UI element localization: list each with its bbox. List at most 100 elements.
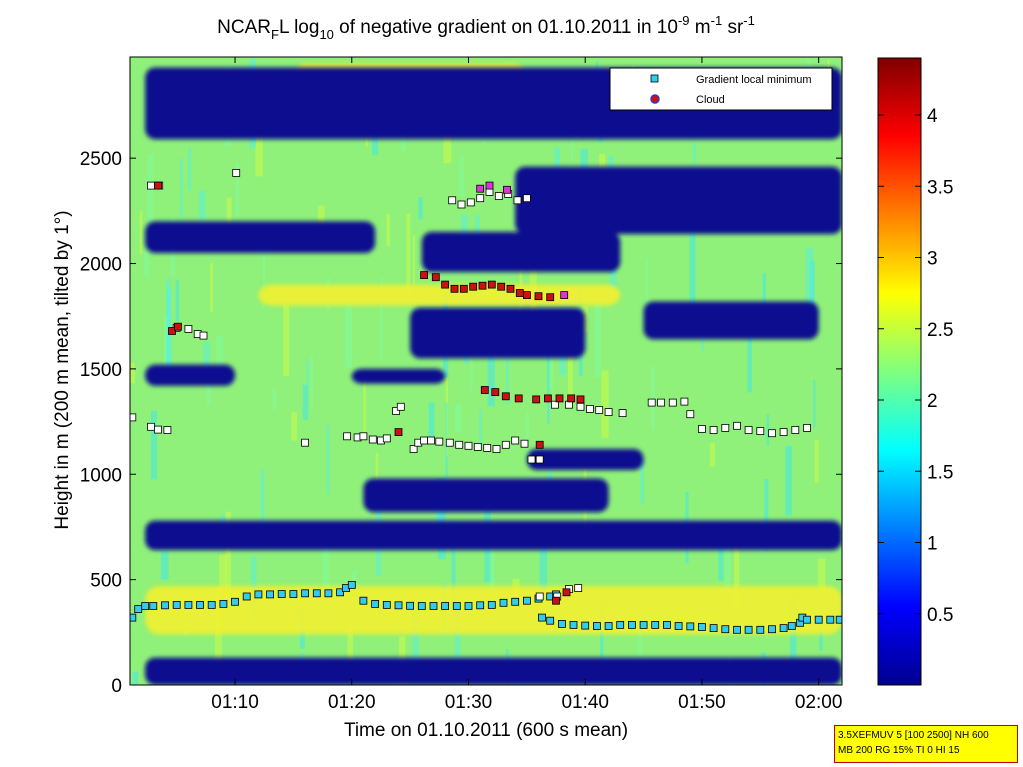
x-tick-label: 01:50	[678, 692, 726, 713]
legend-box	[609, 67, 833, 111]
data-point	[698, 623, 706, 631]
data-point	[277, 590, 286, 598]
settings-info-box: 3.5XEFMUV 5 [100 2500] NH 600 MB 200 RG …	[834, 725, 1018, 763]
texture-streak	[571, 119, 574, 161]
texture-streak	[709, 442, 716, 467]
data-point	[301, 438, 310, 447]
data-point	[130, 413, 137, 422]
texture-streak	[206, 368, 211, 405]
legend-label-minimum: Gradient local minimum	[696, 74, 812, 86]
data-point	[476, 194, 485, 203]
texture-streak	[487, 335, 495, 407]
texture-streak	[489, 533, 496, 608]
data-point	[396, 402, 405, 411]
dark-layer	[526, 448, 644, 471]
texture-streak	[445, 375, 449, 457]
texture-streak	[594, 302, 601, 378]
colorbar-tick-label: 2.5	[927, 320, 953, 341]
dark-layer	[145, 221, 376, 253]
legend-marker-minimum	[650, 74, 659, 83]
data-point	[787, 622, 796, 630]
data-point	[254, 590, 263, 599]
texture-streak	[210, 263, 213, 312]
y-tick-label: 1500	[80, 360, 122, 381]
texture-streak	[764, 479, 769, 551]
colorbar-tick-label: 3	[927, 249, 938, 270]
data-point	[476, 184, 485, 193]
data-point	[744, 625, 753, 634]
data-point	[709, 426, 718, 434]
data-point	[435, 437, 444, 446]
data-point	[219, 600, 228, 608]
data-point	[359, 432, 368, 441]
texture-streak	[180, 158, 183, 220]
texture-streak	[454, 404, 463, 432]
texture-streak	[451, 521, 456, 607]
data-point	[168, 327, 176, 335]
texture-streak	[347, 627, 354, 675]
data-point	[232, 168, 241, 177]
plot-frame	[129, 56, 843, 686]
data-point	[469, 282, 478, 291]
plot-area	[130, 57, 842, 685]
data-point	[686, 410, 695, 419]
data-point	[147, 422, 155, 431]
texture-streak	[363, 377, 366, 440]
texture-streak	[406, 213, 411, 299]
data-point	[552, 596, 560, 605]
texture-streak	[226, 197, 232, 224]
data-point	[455, 440, 464, 449]
dark-layer	[145, 657, 842, 685]
texture-streak	[479, 409, 482, 447]
data-point	[441, 602, 450, 610]
data-point	[497, 282, 506, 291]
data-point	[756, 427, 765, 436]
data-point	[663, 621, 671, 629]
texture-streak	[766, 414, 770, 446]
data-point	[476, 601, 485, 610]
y-axis: 0 500 1000 1500 2000 2500	[80, 149, 842, 697]
data-point	[651, 621, 660, 629]
data-point	[266, 590, 275, 599]
texture-streak	[813, 380, 816, 428]
data-point	[814, 615, 823, 624]
data-point	[427, 436, 436, 445]
texture-streak	[810, 261, 815, 316]
texture-streak	[437, 478, 446, 560]
texture-streak	[386, 214, 390, 246]
data-point	[618, 409, 627, 418]
data-point	[483, 443, 492, 452]
texture-streak	[651, 366, 655, 430]
data-point	[639, 621, 648, 629]
data-point	[445, 438, 454, 447]
chart-title: NCARFL log10 of negative gradient on 01.…	[217, 13, 755, 42]
data-point	[478, 281, 487, 290]
data-point	[466, 198, 475, 207]
data-point	[523, 291, 531, 300]
data-point	[312, 589, 321, 598]
x-tick-label: 01:40	[561, 692, 609, 713]
data-point	[336, 588, 345, 597]
y-tick-label: 0	[111, 676, 122, 697]
data-point	[506, 284, 515, 293]
data-point	[768, 429, 776, 438]
colorbar-tick-label: 4	[927, 106, 938, 127]
settings-line-2: MB 200 RG 15% TI 0 HI 15	[838, 745, 960, 756]
texture-streak	[568, 328, 573, 409]
texture-streak	[262, 247, 265, 310]
data-point	[604, 408, 613, 417]
dark-layers	[145, 67, 842, 685]
texture-streak	[547, 334, 550, 424]
dark-layer	[363, 478, 609, 513]
texture-streak	[216, 336, 224, 370]
data-point	[581, 621, 590, 630]
data-point	[555, 394, 564, 403]
data-point	[501, 440, 510, 449]
data-point	[392, 407, 401, 415]
data-point	[130, 613, 137, 622]
data-point	[520, 439, 529, 448]
data-point	[513, 196, 522, 205]
data-point	[464, 602, 473, 610]
texture-streak	[539, 529, 548, 600]
